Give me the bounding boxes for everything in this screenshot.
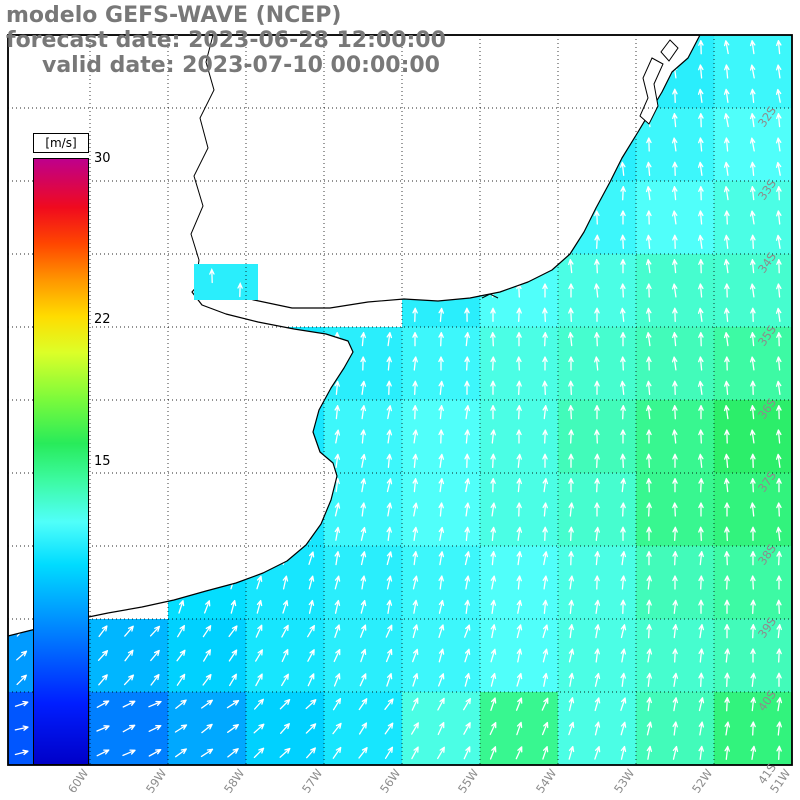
lon-label: 58W [221, 766, 247, 795]
lon-label: 56W [377, 766, 403, 795]
lon-label: 57W [299, 766, 325, 795]
land-layer [7, 34, 701, 637]
estuary-wind-arrows [209, 267, 243, 298]
coastal-lagoon-small [660, 39, 679, 62]
landmass [7, 34, 701, 637]
colorbar-unit-label: [m/s] [33, 133, 89, 153]
lon-label: 54W [533, 766, 559, 795]
colorbar-tick-label: 22 [94, 312, 111, 328]
small-island [481, 293, 499, 299]
colorbar-tick-label: 15 [94, 453, 111, 469]
colorbar-tick-label: 30 [94, 151, 111, 166]
colorbar: [m/s] 30 22 15 [33, 133, 111, 765]
lon-label: 59W [143, 766, 169, 795]
forecast-date-line: forecast date: 2023-06-28 12:00:00 [6, 28, 446, 53]
lon-label: 60W [65, 766, 91, 795]
colorbar-gradient: 30 22 15 [33, 151, 111, 765]
river [190, 34, 215, 284]
estuary-wind-cell [194, 264, 258, 300]
coastal-lagoon [639, 57, 664, 125]
lon-label: 52W [689, 766, 715, 795]
title-block: modelo GEFS-WAVE (NCEP) forecast date: 2… [6, 3, 446, 78]
lon-label: 55W [455, 766, 481, 795]
lon-label: 53W [611, 766, 637, 795]
graticule-layer [7, 34, 793, 766]
estuary-water-layer [194, 264, 258, 300]
valid-date-line: valid date: 2023-07-10 00:00:00 [42, 53, 440, 78]
map-frame [7, 34, 793, 766]
model-title: modelo GEFS-WAVE (NCEP) [6, 3, 342, 28]
